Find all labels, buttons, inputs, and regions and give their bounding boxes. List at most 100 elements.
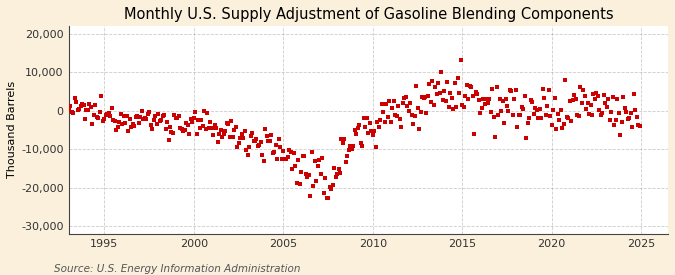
Point	[389, 112, 400, 117]
Point	[352, 126, 363, 131]
Point	[296, 169, 306, 174]
Point	[265, 139, 275, 144]
Point	[372, 120, 383, 124]
Point	[136, 109, 147, 113]
Point	[505, 88, 516, 93]
Point	[473, 98, 484, 102]
Point	[144, 110, 155, 114]
Point	[224, 135, 235, 139]
Point	[272, 156, 283, 161]
Point	[302, 175, 313, 179]
Point	[527, 100, 538, 104]
Point	[236, 132, 247, 136]
Point	[107, 106, 117, 111]
Point	[132, 114, 142, 119]
Point	[531, 108, 542, 112]
Point	[124, 117, 135, 121]
Point	[595, 113, 606, 117]
Point	[348, 144, 359, 148]
Point	[115, 111, 126, 116]
Point	[433, 80, 443, 85]
Point	[585, 103, 596, 108]
Point	[150, 114, 161, 118]
Point	[508, 113, 518, 117]
Point	[169, 112, 180, 117]
Point	[582, 101, 593, 106]
Point	[77, 101, 88, 106]
Point	[485, 110, 496, 114]
Point	[186, 117, 196, 121]
Point	[71, 100, 82, 104]
Point	[533, 116, 544, 120]
Point	[215, 128, 226, 132]
Point	[475, 111, 485, 115]
Point	[218, 132, 229, 137]
Point	[90, 103, 101, 107]
Point	[153, 111, 163, 116]
Point	[546, 123, 557, 127]
Point	[324, 184, 335, 189]
Point	[288, 151, 299, 155]
Point	[239, 129, 250, 134]
Point	[387, 106, 398, 110]
Point	[281, 156, 292, 161]
Point	[436, 70, 447, 75]
Point	[188, 116, 199, 120]
Point	[405, 101, 416, 106]
Point	[393, 104, 404, 109]
Point	[396, 125, 406, 129]
Point	[450, 81, 460, 85]
Point	[415, 110, 426, 115]
Point	[202, 110, 213, 115]
Point	[282, 155, 293, 159]
Point	[451, 104, 462, 109]
Point	[128, 122, 138, 126]
Point	[515, 113, 526, 117]
Point	[220, 129, 231, 134]
Point	[464, 84, 475, 89]
Point	[232, 144, 242, 149]
Point	[244, 145, 254, 149]
Point	[457, 103, 468, 108]
Point	[458, 105, 469, 109]
Point	[589, 97, 600, 101]
Point	[200, 126, 211, 131]
Point	[506, 89, 517, 93]
Point	[321, 196, 332, 200]
Point	[460, 94, 470, 98]
Point	[371, 145, 381, 149]
Point	[96, 94, 107, 98]
Point	[588, 92, 599, 96]
Point	[292, 181, 302, 185]
Point	[259, 159, 269, 163]
Point	[271, 143, 281, 147]
Point	[257, 152, 268, 157]
Point	[114, 120, 125, 124]
Point	[385, 120, 396, 125]
Point	[572, 113, 583, 117]
Point	[323, 196, 333, 200]
Point	[245, 133, 256, 138]
Point	[514, 113, 524, 117]
Point	[297, 154, 308, 159]
Point	[551, 127, 562, 131]
Point	[273, 136, 284, 141]
Point	[435, 91, 446, 95]
Point	[378, 110, 389, 114]
Point	[620, 106, 630, 110]
Point	[65, 104, 76, 108]
Point	[329, 166, 340, 170]
Point	[521, 136, 532, 140]
Point	[493, 113, 504, 117]
Point	[627, 125, 638, 129]
Point	[145, 123, 156, 127]
Point	[156, 118, 167, 123]
Point	[293, 158, 304, 162]
Point	[84, 102, 95, 106]
Point	[87, 122, 98, 126]
Point	[437, 98, 448, 102]
Point	[129, 123, 140, 128]
Point	[277, 157, 288, 161]
Point	[287, 167, 298, 171]
Point	[543, 88, 554, 92]
